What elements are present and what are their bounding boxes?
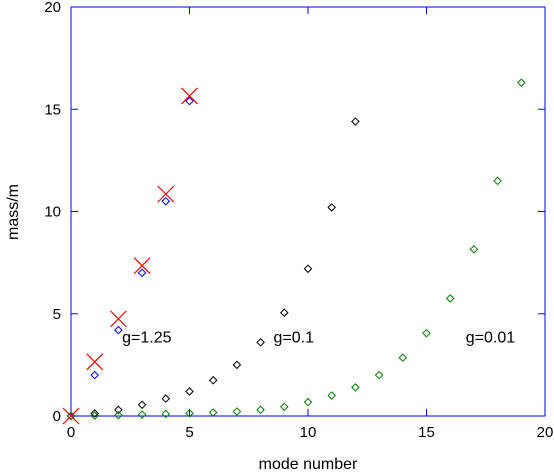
data-point [398,353,408,363]
data-point [351,117,360,126]
annotation-label: g=1.25 [122,329,171,346]
data-point [327,203,337,212]
y-tick-label: 15 [44,101,61,118]
plot-frame [70,6,546,417]
data-point [232,407,242,416]
series-1 [66,96,194,421]
data-points [62,78,526,425]
data-point [351,383,360,392]
data-point [256,338,265,347]
data-point [232,360,242,370]
x-tick-label: 0 [67,424,75,441]
data-point [279,308,289,318]
x-tick-label: 10 [300,424,317,441]
cross-point [109,310,127,328]
data-point [114,325,123,335]
data-point [208,375,218,385]
y-tick-label: 20 [44,0,61,16]
data-point [445,294,455,303]
data-point [90,411,100,420]
x-tick-label: 5 [185,424,193,441]
data-point [114,405,123,415]
cross-point [62,407,80,425]
series-2 [66,117,360,421]
data-point [137,410,147,419]
cross-point [133,257,151,275]
data-point [185,387,194,396]
x-tick-label: 20 [537,424,554,441]
annotation-label: g=0.01 [466,329,515,346]
data-point [279,402,289,412]
tick-labels: 0 5 10 15 20 0 5 10 15 20 [44,0,553,441]
y-tick-label: 10 [44,204,61,221]
y-tick-label: 5 [53,306,61,323]
series-4 [62,87,198,425]
y-tick-label: 0 [53,408,61,425]
series-3 [66,78,526,421]
data-point [256,405,265,415]
x-axis-label: mode number [259,456,358,473]
data-point [493,176,502,186]
cross-point [181,87,198,105]
data-point [185,409,194,418]
data-point [161,409,171,419]
data-point [422,328,431,338]
data-point [90,370,100,380]
annotation-label: g=0.1 [274,329,315,346]
cross-point [157,185,175,203]
data-point [66,411,76,421]
data-point [469,245,479,254]
x-tick-label: 15 [418,424,435,441]
axis-ticks [70,6,546,417]
data-point [161,394,171,403]
data-point [516,78,526,87]
data-point [303,397,313,407]
data-point [327,391,337,400]
data-point [185,96,194,106]
data-point [137,400,147,410]
data-point [161,196,171,206]
data-point [90,409,100,418]
data-point [303,264,313,274]
cross-point [86,353,104,371]
data-point [374,370,384,380]
data-point [137,268,147,278]
data-point [208,408,218,417]
series-annotations: g=1.25 g=0.1 g=0.01 [122,329,515,346]
y-axis-label: mass/m [5,184,22,240]
data-point [114,410,123,420]
